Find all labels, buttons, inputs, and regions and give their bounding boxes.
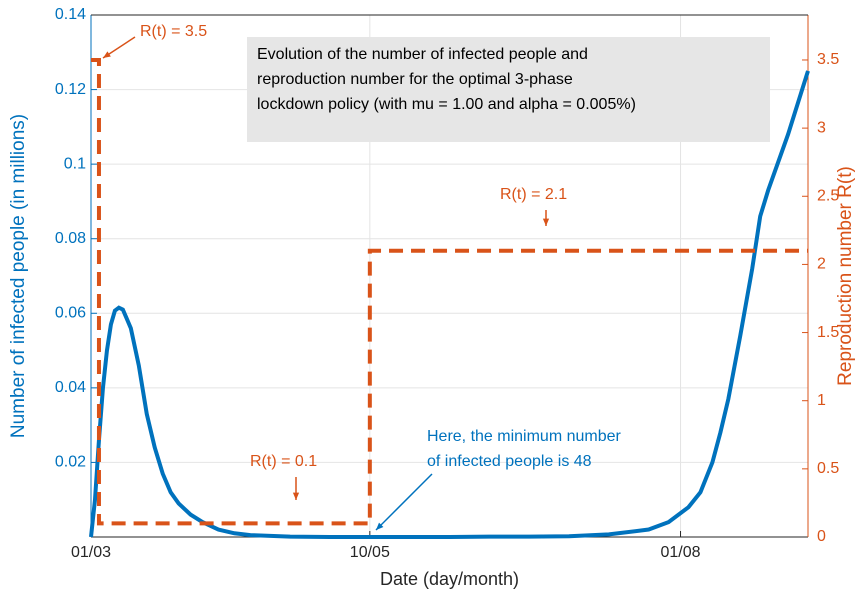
y2-tick-label: 1 [817, 392, 826, 409]
x-tick-label: 01/03 [71, 544, 111, 561]
annotation-box [247, 37, 770, 142]
arrow-head [542, 218, 550, 226]
y-tick-label: 0.12 [55, 81, 86, 98]
y-tick-label: 0.04 [55, 379, 86, 396]
annotation-text: R(t) = 0.1 [250, 453, 317, 470]
y-tick-label: 0.1 [64, 155, 86, 172]
y2-tick-label: 0.5 [817, 460, 839, 477]
annotation-text: of infected people is 48 [427, 453, 592, 470]
y-tick-label: 0.08 [55, 230, 86, 247]
y-tick-label: 0.06 [55, 305, 86, 322]
x-tick-label: 01/08 [661, 544, 701, 561]
annotation-text: Here, the minimum number [427, 428, 622, 445]
arrow-head [103, 51, 111, 58]
y-tick-label: 0.02 [55, 454, 86, 471]
series-line [89, 70, 810, 539]
annotation-text: R(t) = 2.1 [500, 186, 567, 203]
annotation-text: R(t) = 3.5 [140, 23, 207, 40]
arrow-head [376, 522, 384, 530]
y2-tick-label: 3.5 [817, 51, 839, 68]
series-line [91, 57, 808, 526]
y2-tick-label: 1.5 [817, 324, 839, 341]
y2-axis-label: Reproduction number R(t) [835, 166, 856, 386]
y2-tick-label: 0 [817, 528, 826, 545]
x-axis-label: Date (day/month) [380, 569, 519, 589]
y2-tick-label: 2 [817, 256, 826, 273]
annotation-text: lockdown policy (with mu = 1.00 and alph… [257, 96, 636, 113]
x-tick-label: 10/05 [350, 544, 390, 561]
annotation-text: reproduction number for the optimal 3-ph… [257, 71, 573, 88]
y-axis-label: Number of infected people (in millions) [8, 114, 29, 438]
y2-tick-label: 3 [817, 119, 826, 136]
annotation-arrow [375, 473, 433, 531]
y-tick-label: 0.14 [55, 6, 86, 23]
y2-tick-label: 2.5 [817, 187, 839, 204]
arrow-head [292, 492, 300, 500]
annotation-text: Evolution of the number of infected peop… [257, 46, 588, 63]
